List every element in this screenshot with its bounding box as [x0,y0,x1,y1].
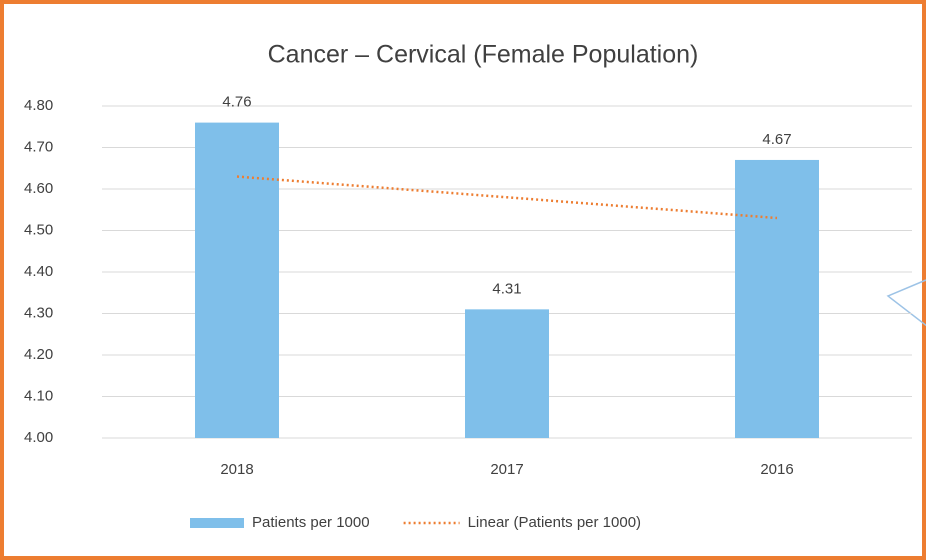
x-tick-label: 2016 [760,461,793,478]
data-label: 4.67 [762,131,791,148]
y-tick-label: 4.30 [24,304,53,321]
y-tick-label: 4.40 [24,263,53,280]
y-tick-label: 4.50 [24,221,53,238]
x-tick-label: 2017 [490,461,523,478]
data-label: 4.76 [222,94,251,111]
y-tick-label: 4.80 [24,97,53,114]
bar [735,159,819,438]
x-tick-label: 2018 [220,461,253,478]
legend-label: Linear (Patients per 1000) [468,514,641,531]
y-tick-label: 4.00 [24,429,53,446]
legend-swatch [190,518,244,528]
bar [465,309,549,438]
y-tick-label: 4.10 [24,387,53,404]
legend-label: Patients per 1000 [252,514,370,531]
trend-line [236,175,778,220]
y-tick-label: 4.70 [24,138,53,155]
bar [195,122,279,438]
chart-title: Cancer – Cervical (Female Population) [268,41,699,69]
callout-shape [886,279,926,327]
y-tick-label: 4.60 [24,180,53,197]
y-tick-label: 4.20 [24,346,53,363]
data-label: 4.31 [492,280,521,297]
